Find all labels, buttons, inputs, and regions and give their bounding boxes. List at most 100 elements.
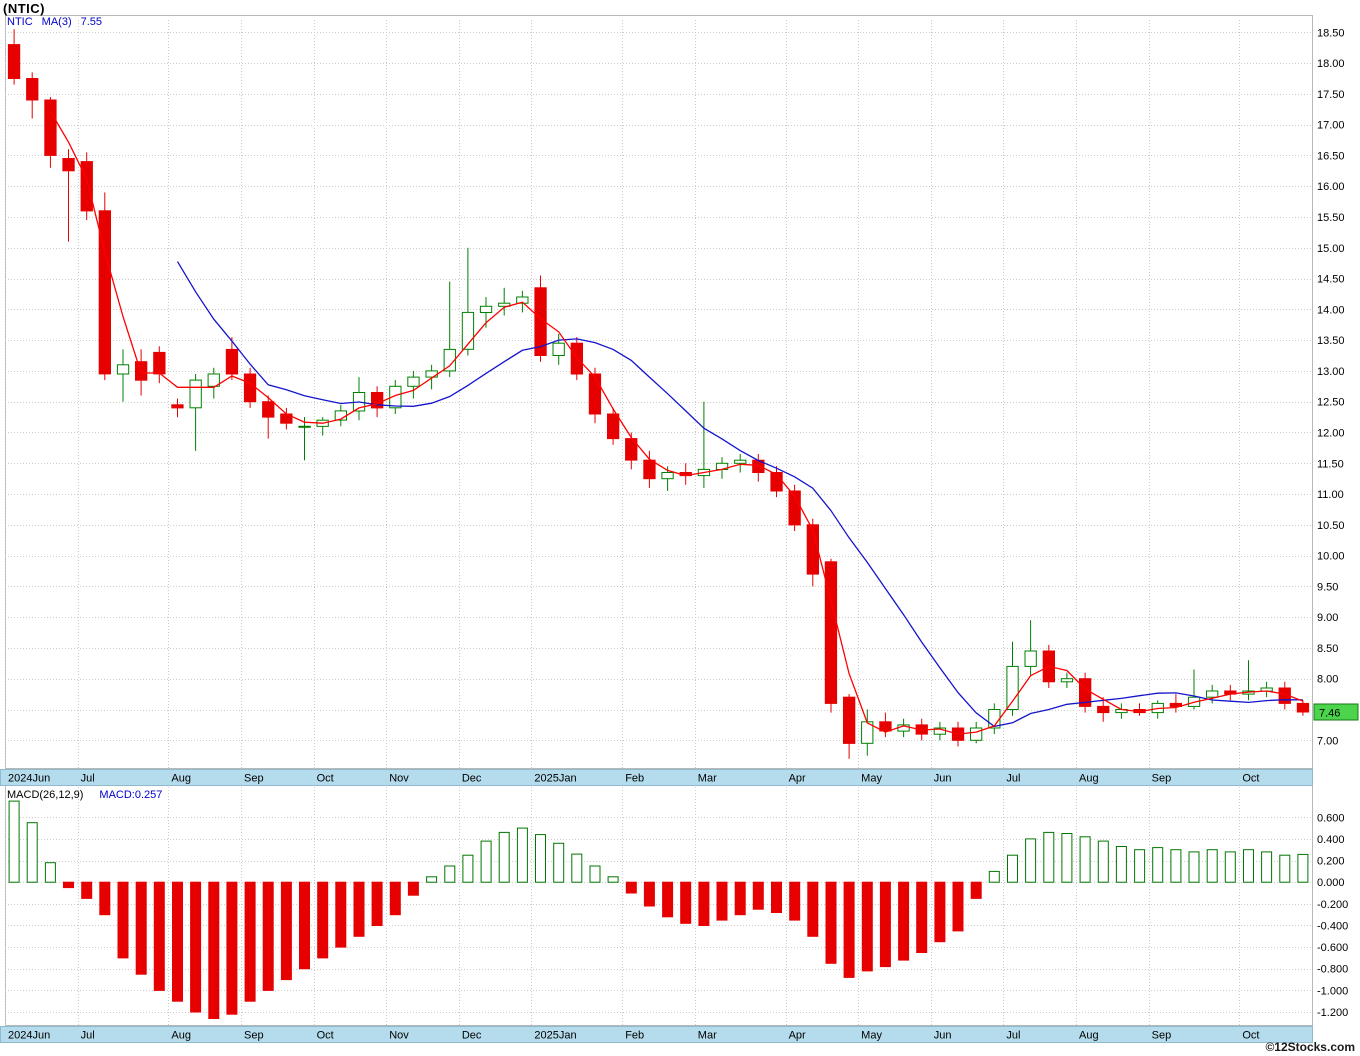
candle-body — [625, 438, 638, 461]
candle-body — [643, 459, 656, 480]
macd-bar — [498, 831, 510, 883]
candle-body — [62, 158, 75, 172]
svg-text:Apr: Apr — [789, 1030, 806, 1042]
macd-bar — [1243, 849, 1254, 883]
macd-bar — [190, 881, 202, 1013]
svg-text:Oct: Oct — [317, 773, 334, 785]
candle-body — [116, 364, 130, 375]
macd-bar — [172, 881, 183, 1002]
candle-body — [7, 44, 21, 79]
candle-body — [843, 696, 856, 744]
macd-bar — [63, 881, 74, 889]
macd-bar — [1007, 854, 1018, 883]
macd-current-value: MACD:0.257 — [99, 789, 163, 801]
candle-body — [479, 305, 493, 313]
macd-bar — [480, 840, 492, 883]
macd-bar — [1134, 849, 1146, 883]
svg-text:Aug: Aug — [1079, 1030, 1099, 1042]
macd-bar — [371, 881, 383, 927]
macd-bar — [825, 881, 837, 964]
macd-bar — [861, 881, 873, 972]
macd-bar — [1025, 838, 1037, 883]
candle-body — [516, 296, 529, 304]
svg-text:10.00: 10.00 — [1317, 551, 1345, 563]
svg-text:Jul: Jul — [1006, 773, 1020, 785]
svg-text:12.50: 12.50 — [1317, 397, 1345, 409]
candle-body — [534, 287, 547, 356]
macd-bar — [807, 881, 819, 937]
svg-text:Sep: Sep — [1152, 773, 1172, 785]
candle-body — [734, 459, 747, 464]
legend-symbol: NTIC — [7, 16, 33, 28]
candle-body — [80, 161, 93, 212]
svg-text:0.400: 0.400 — [1317, 834, 1345, 846]
svg-text:Jul: Jul — [81, 773, 95, 785]
svg-text:12.00: 12.00 — [1317, 427, 1345, 439]
macd-bar — [8, 800, 20, 883]
svg-text:8.50: 8.50 — [1317, 643, 1338, 655]
macd-bar — [589, 865, 601, 883]
svg-text:May: May — [861, 1030, 882, 1042]
svg-text:-1.200: -1.200 — [1317, 1007, 1348, 1019]
svg-text:Nov: Nov — [389, 1030, 409, 1042]
macd-bar — [1115, 846, 1127, 883]
svg-text:Jul: Jul — [81, 1030, 95, 1042]
macd-axis-labels: 0.600 0.400 0.200 0.000 -0.200 -0.400 -0.600 -0… — [1317, 812, 1348, 1019]
candle-body — [1296, 702, 1310, 713]
candle-body — [389, 385, 402, 409]
macd-bar — [426, 876, 438, 883]
macd-bar — [553, 842, 565, 883]
month-axis-bands — [0, 769, 1313, 1043]
main-chart-legend: NTIC MA(3) 7.55 — [7, 16, 111, 28]
candle-body — [298, 425, 311, 428]
svg-text:2024Jun: 2024Jun — [8, 1030, 50, 1042]
macd-bar — [208, 881, 220, 1020]
svg-text:0.600: 0.600 — [1317, 812, 1345, 824]
macd-bar — [698, 881, 710, 927]
svg-text:Oct: Oct — [317, 1030, 334, 1042]
svg-text:2025Jan: 2025Jan — [534, 773, 576, 785]
svg-text:15.00: 15.00 — [1317, 243, 1345, 255]
macd-histogram — [8, 800, 1309, 1020]
macd-bar — [389, 881, 401, 916]
macd-bar — [299, 881, 310, 970]
svg-text:13.00: 13.00 — [1317, 366, 1345, 378]
macd-bar — [335, 881, 347, 948]
macd-bar — [680, 881, 692, 924]
legend-ma-label: MA(3) — [41, 16, 72, 28]
candle-body — [207, 373, 220, 387]
macd-bar — [1279, 854, 1291, 883]
svg-text:Feb: Feb — [625, 773, 644, 785]
candle-body — [262, 401, 275, 418]
candle-body — [824, 561, 838, 704]
macd-bar — [135, 881, 147, 975]
price-axis-labels: 18.50 18.00 17.50 17.00 16.50 16.00 15.50 15.00… — [1317, 27, 1345, 747]
candle-body — [498, 302, 511, 307]
macd-bar — [317, 881, 329, 959]
macd-bar — [44, 862, 56, 883]
month-band-top — [0, 769, 1313, 786]
svg-text:2024Jun: 2024Jun — [8, 773, 50, 785]
svg-text:0.200: 0.200 — [1317, 856, 1345, 868]
macd-bar — [535, 834, 546, 883]
svg-text:Dec: Dec — [462, 773, 482, 785]
candle-body — [461, 311, 475, 350]
svg-text:Sep: Sep — [1152, 1030, 1172, 1042]
svg-text:8.00: 8.00 — [1317, 674, 1338, 686]
candle-body — [1097, 705, 1110, 714]
svg-text:7.46: 7.46 — [1319, 708, 1340, 720]
macd-bar — [1261, 851, 1273, 883]
macd-bar — [1079, 836, 1091, 883]
legend-ma-value: 7.55 — [80, 16, 103, 28]
last-price-tag: 7.46 — [1313, 703, 1359, 721]
svg-text:16.00: 16.00 — [1317, 181, 1345, 193]
macd-bar — [1043, 831, 1055, 883]
macd-bar — [970, 881, 982, 899]
macd-bar — [752, 881, 764, 910]
svg-text:Mar: Mar — [698, 1030, 717, 1042]
candle-body — [1169, 702, 1182, 708]
candle-body — [171, 404, 184, 409]
svg-text:9.00: 9.00 — [1317, 612, 1338, 624]
